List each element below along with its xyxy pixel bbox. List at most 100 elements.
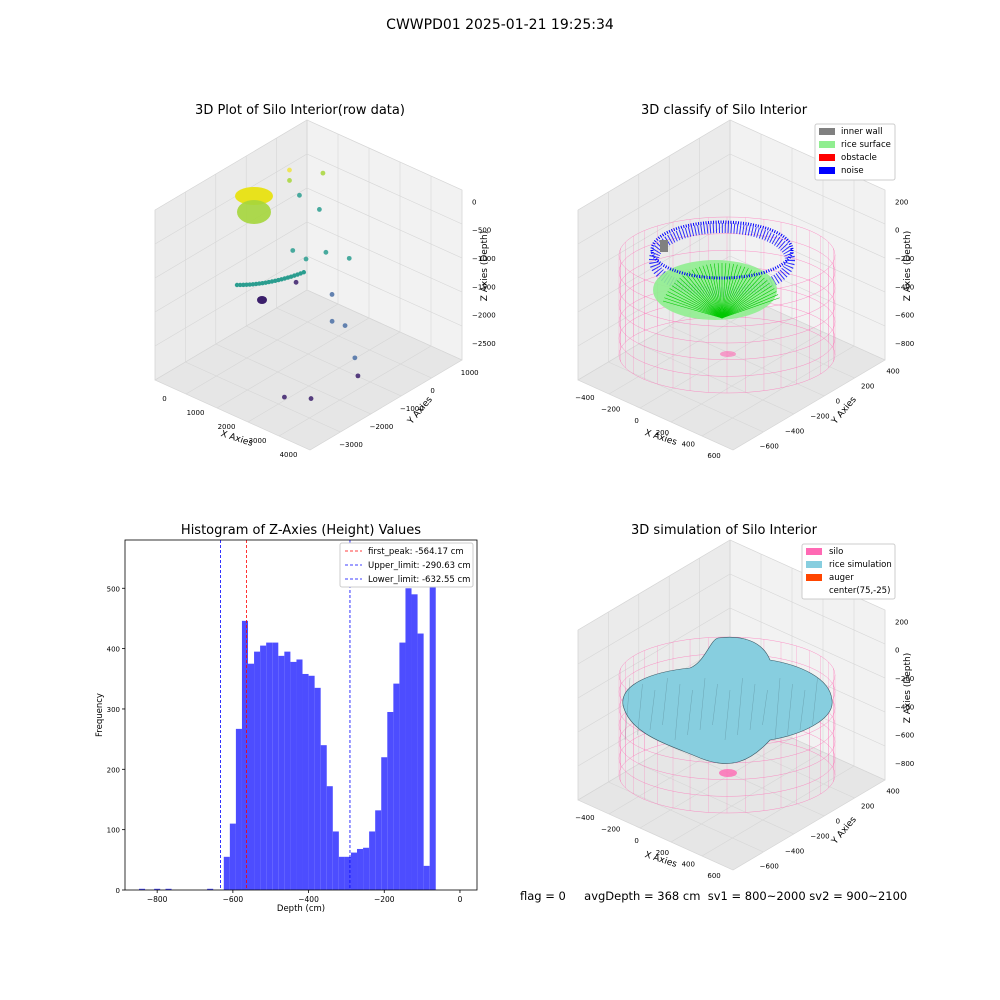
grid-line (729, 187, 886, 259)
rice-surface-ray (721, 265, 742, 319)
grid-line (638, 343, 794, 415)
histogram-bar (320, 745, 327, 890)
data-point (316, 207, 322, 212)
grid-line (154, 187, 308, 279)
rice-surface-ray (721, 285, 773, 319)
z-axis-label: Z Axies (Depth) (480, 231, 490, 302)
grid-line (185, 361, 341, 433)
grid-line (154, 379, 311, 451)
flag-text: flag = 0 (520, 889, 566, 903)
y-tick-label: −2000 (370, 423, 394, 431)
histogram-bar (357, 848, 364, 890)
surface-mesh-line (749, 683, 756, 731)
grid-line (577, 187, 731, 279)
x-tick-label: −200 (601, 406, 620, 414)
rice-surface-ray (713, 263, 723, 319)
grid-line (215, 343, 371, 415)
histogram-bar (260, 645, 267, 890)
figure-title: CWWPD01 2025-01-21 19:25:34 (386, 17, 614, 33)
panel2-title: 3D classify of Silo Interior (640, 103, 808, 118)
legend-label: center(75,-25) (829, 586, 890, 596)
legend-label: inner wall (841, 127, 882, 137)
data-point (237, 282, 243, 288)
y-tick-label: 1000 (461, 369, 479, 377)
legend-label: obstacle (841, 153, 877, 163)
grid-line (306, 187, 463, 259)
x-tick-label: 400 (682, 861, 695, 869)
grid-line (306, 255, 463, 327)
data-point (247, 282, 252, 287)
rice-surface-ray (662, 300, 723, 319)
plot-frame (124, 539, 478, 891)
x-tick-label: −400 (575, 394, 594, 402)
grid-line (639, 737, 793, 829)
z-tick-label: −800 (895, 340, 914, 348)
data-point (342, 323, 348, 328)
histogram-bar (266, 642, 273, 890)
rice-surface-ray (721, 282, 770, 319)
grid-line (154, 119, 308, 211)
y-tick-label: −600 (760, 443, 779, 451)
histogram-bar (235, 728, 242, 890)
rice-surface-ray (717, 263, 723, 319)
histogram-bar (375, 810, 382, 890)
x-tick-label: 0 (162, 395, 166, 403)
grid-line (154, 289, 308, 381)
x-tick-label: −400 (298, 895, 319, 904)
z-tick-label: 0 (472, 198, 476, 206)
surface-cluster (237, 200, 271, 224)
legend-label: auger (829, 573, 854, 583)
z-tick-label: −600 (895, 732, 914, 740)
rice-surface-ray (691, 269, 723, 319)
histogram-bar (154, 888, 161, 890)
rice-surface-ray (679, 277, 723, 319)
grid-line (729, 153, 886, 225)
histogram-bar (326, 786, 333, 890)
histogram-bar (284, 651, 291, 890)
x-tick-label: −200 (601, 826, 620, 834)
surface-cluster (235, 187, 273, 205)
y-tick-label: 300 (107, 706, 120, 714)
grid-line (729, 573, 886, 645)
data-point (241, 282, 246, 288)
grid-line (246, 325, 402, 397)
rice-surface-ray (669, 288, 723, 319)
legend-label: rice simulation (829, 560, 892, 570)
histogram-bar (423, 865, 430, 890)
z-tick-label: −200 (895, 255, 914, 263)
noise-points (649, 223, 795, 297)
legend-swatch-silo (806, 548, 822, 555)
z-tick-label: −400 (895, 703, 914, 711)
y-tick-label: 400 (107, 646, 120, 654)
rice-surface-ray (702, 265, 723, 319)
histogram-bar (241, 620, 249, 890)
y-tick-label: 0 (116, 887, 120, 895)
grid-line (306, 119, 463, 191)
data-point (250, 282, 256, 287)
z-axis-label: Z Axies (Depth) (903, 231, 913, 302)
histogram-bar (332, 831, 339, 890)
grid-line (278, 345, 432, 437)
data-point (329, 292, 335, 297)
grid-line (729, 221, 886, 293)
data-point (352, 355, 358, 361)
y-tick-label: −600 (760, 863, 779, 871)
data-point (282, 394, 287, 400)
z-tick-label: −1500 (472, 283, 496, 291)
rice-surface-ray (721, 271, 756, 319)
grid-line (185, 303, 339, 395)
sv2-text: sv2 = 900~2100 (809, 889, 908, 903)
grid-line (670, 331, 824, 423)
z-tick-label: −600 (895, 312, 914, 320)
histogram-bar (248, 663, 255, 890)
histogram-bar (417, 633, 424, 890)
histogram-bar (254, 651, 261, 890)
x-tick-label: −400 (575, 814, 594, 822)
z-tick-label: −400 (895, 283, 914, 291)
rice-surface-ray (721, 280, 768, 319)
x-tick-label: 400 (682, 441, 695, 449)
data-point (346, 255, 352, 261)
x-tick-label: 0 (458, 895, 463, 904)
rice-surface-ray (685, 273, 723, 319)
histogram-bar (363, 847, 370, 890)
